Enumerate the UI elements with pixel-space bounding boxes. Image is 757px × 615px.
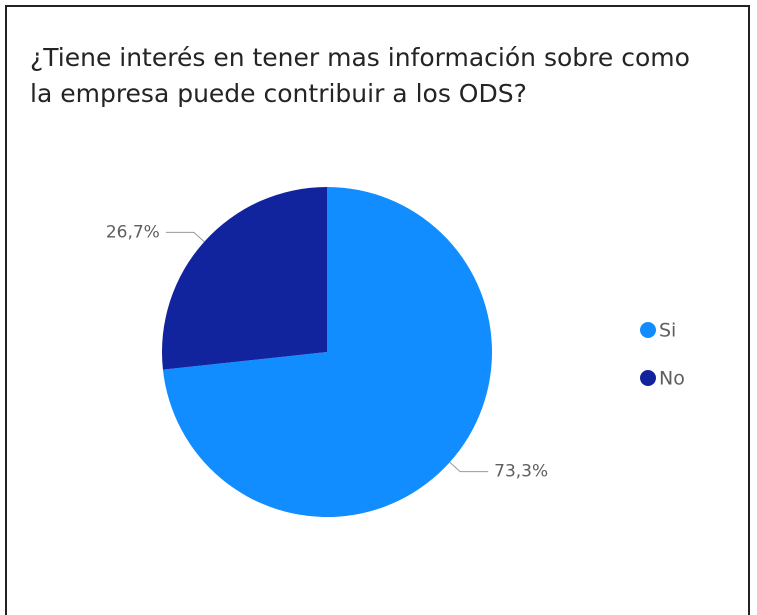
data-label: 26,7% [106, 222, 160, 242]
legend-label: No [659, 368, 685, 390]
pie-slice [162, 187, 493, 517]
legend-label: Si [659, 320, 676, 342]
pie-slice [162, 187, 327, 370]
frame [5, 5, 750, 615]
chart-title: ¿Tiene interés en tener mas información … [30, 43, 690, 108]
leader-line [449, 461, 489, 473]
data-label: 73,3% [494, 462, 548, 482]
legend-marker [640, 322, 656, 338]
leader-line [165, 231, 205, 243]
legend-marker [640, 370, 656, 386]
